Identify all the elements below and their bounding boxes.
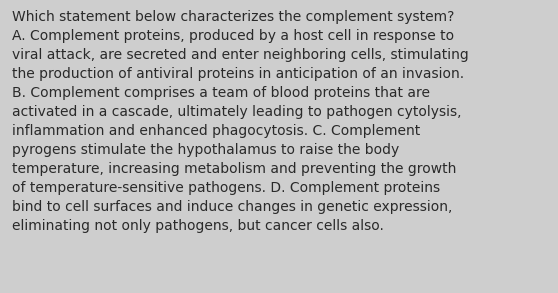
Text: Which statement below characterizes the complement system?
A. Complement protein: Which statement below characterizes the … <box>12 10 469 233</box>
